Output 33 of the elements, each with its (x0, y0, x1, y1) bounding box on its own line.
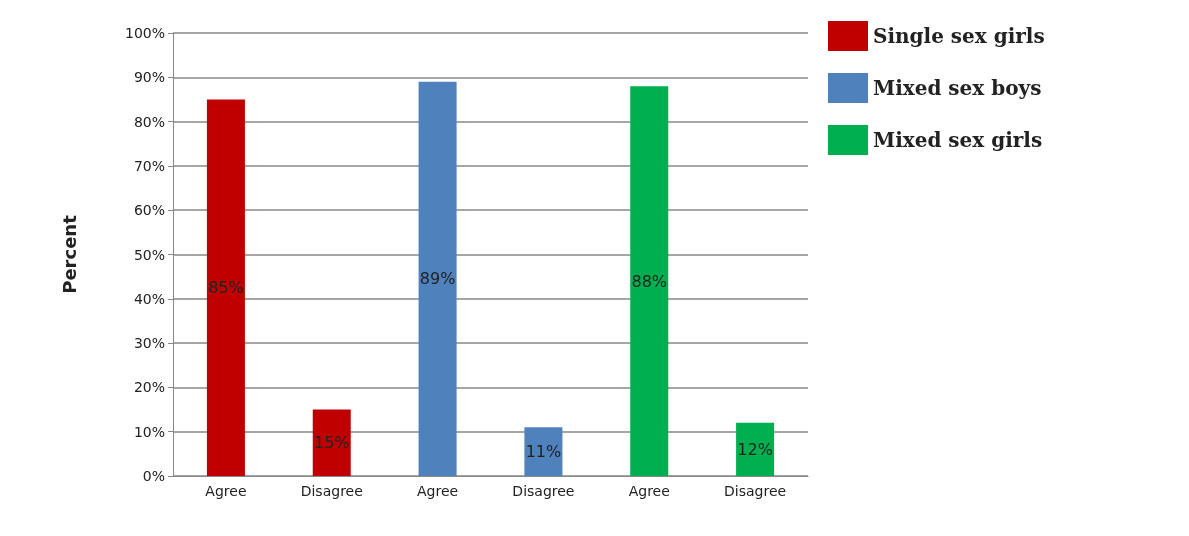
data-label: 89% (419, 269, 456, 289)
y-tick-label: 50% (133, 246, 165, 263)
y-tick-label: 30% (133, 335, 165, 352)
x-tick-label: Agree (628, 483, 670, 499)
y-tick-label: 10% (133, 423, 165, 440)
bar (418, 81, 457, 476)
bar (312, 409, 351, 476)
x-tick-label: Disagree (300, 483, 363, 499)
data-label: 85% (208, 278, 244, 298)
bar (524, 427, 563, 476)
legend-label: Mixed sex girls (873, 128, 1043, 152)
x-tick-label: Disagree (512, 483, 575, 499)
legend-label: Single sex girls (873, 24, 1045, 48)
data-label: 11% (525, 442, 562, 462)
x-tick-label: Disagree (724, 483, 787, 499)
data-label: 12% (737, 439, 773, 459)
bar (736, 422, 775, 476)
x-tick-label: Agree (205, 483, 247, 499)
y-tick-label: 60% (133, 202, 165, 219)
bar (206, 99, 245, 476)
y-axis-title: Percent (58, 214, 80, 294)
bar (630, 86, 669, 476)
y-tick-label: 100% (124, 25, 165, 41)
y-tick-label: 70% (133, 157, 165, 174)
legend-label: Mixed sex boys (873, 76, 1042, 100)
data-label: 15% (313, 433, 350, 453)
y-tick-label: 0% (142, 468, 165, 484)
y-tick-label: 90% (133, 69, 165, 86)
y-tick-label: 40% (133, 290, 165, 307)
x-tick-label: Agree (417, 483, 459, 499)
y-tick-label: 80% (133, 113, 165, 130)
data-label: 88% (631, 271, 668, 291)
y-tick-label: 20% (133, 379, 165, 396)
